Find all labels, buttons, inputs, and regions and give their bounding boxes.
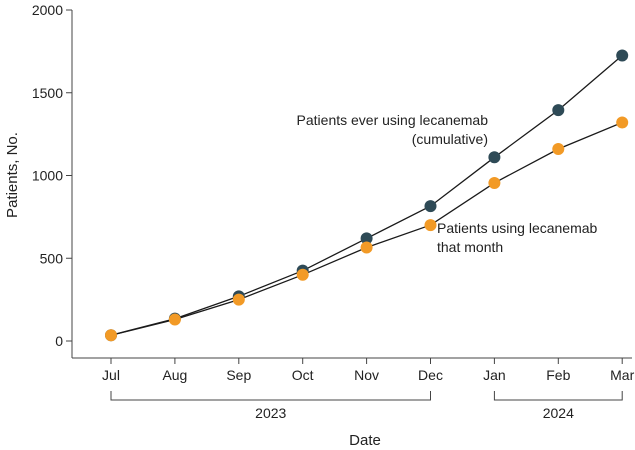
series-annotation-line: (cumulative) [412, 131, 488, 147]
x-tick-label: Jan [483, 367, 506, 383]
x-axis-title: Date [349, 432, 381, 449]
x-tick-label: Dec [418, 367, 443, 383]
x-tick-label: Mar [610, 367, 634, 383]
series-group [105, 49, 629, 342]
x-tick-label: Feb [546, 367, 570, 383]
x-tick-label: Aug [162, 367, 187, 383]
data-point [616, 116, 629, 129]
data-point [360, 232, 373, 245]
year-label: 2023 [255, 405, 286, 421]
series-annotation-line: Patients ever using lecanemab [297, 112, 489, 128]
series-annotations: Patients ever using lecanemab (cumulative… [297, 112, 598, 255]
data-point [296, 268, 309, 281]
series-annotation-line: Patients using lecanemab [437, 220, 598, 236]
year-bracket [493, 391, 623, 401]
data-point [232, 293, 245, 306]
data-point [488, 151, 501, 164]
year-bracket [110, 391, 431, 401]
y-axis-title: Patients, No. [4, 132, 21, 218]
data-point [424, 200, 437, 213]
y-tick-label: 0 [55, 333, 63, 349]
series-annotation: Patients using lecanemab that month [437, 220, 598, 255]
data-point [552, 104, 565, 117]
data-point [360, 241, 373, 254]
y-tick-label: 2000 [32, 2, 63, 18]
y-tick-label: 1500 [32, 85, 63, 101]
axes: 0 500 1000 1500 2000 Jul Aug Sep Oct Nov Dec Jan Feb… [32, 2, 635, 421]
year-label: 2024 [543, 405, 574, 421]
data-point [168, 313, 181, 326]
data-point [552, 143, 565, 156]
data-point [105, 329, 117, 342]
x-tick-label: Jul [102, 367, 120, 383]
data-point [488, 176, 501, 189]
y-tick-label: 1000 [32, 168, 63, 184]
series-line [110, 55, 623, 336]
x-tick-label: Oct [292, 367, 314, 383]
x-tick-label: Sep [226, 367, 251, 383]
series-annotation-line: that month [437, 239, 503, 255]
data-point [424, 219, 437, 232]
x-tick-label: Nov [354, 367, 379, 383]
data-point [616, 49, 629, 62]
series-annotation: Patients ever using lecanemab (cumulative… [297, 112, 489, 147]
y-tick-label: 500 [40, 250, 64, 266]
